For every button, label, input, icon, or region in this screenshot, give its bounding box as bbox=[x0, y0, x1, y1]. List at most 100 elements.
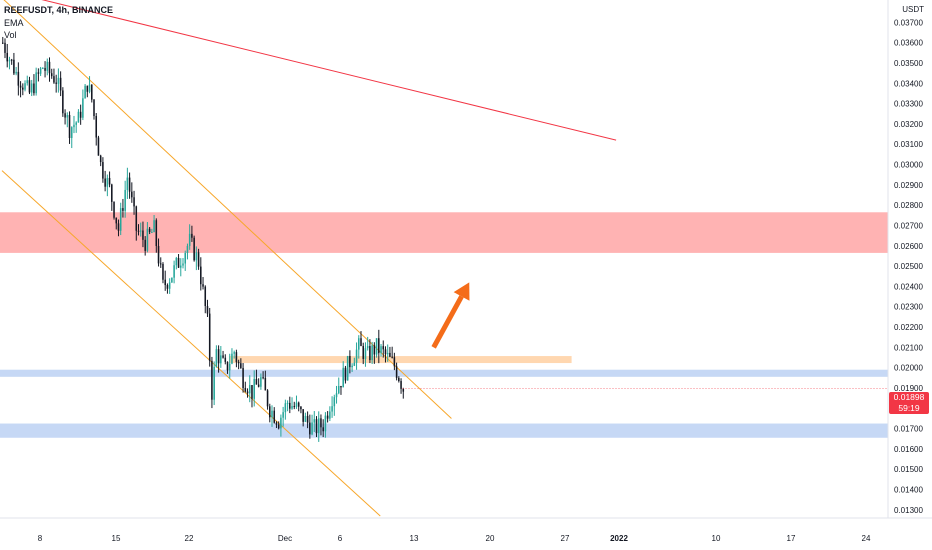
candle-body bbox=[206, 306, 209, 314]
ema-indicator-label[interactable]: EMA bbox=[4, 18, 24, 28]
candle-body bbox=[322, 427, 324, 432]
candle-body bbox=[233, 352, 235, 354]
candle-body bbox=[19, 85, 22, 88]
candle-body bbox=[362, 346, 365, 359]
candle-body bbox=[115, 217, 118, 224]
bar-countdown: 59:19 bbox=[898, 403, 920, 413]
candle-body bbox=[331, 406, 333, 412]
candle-body bbox=[197, 252, 200, 267]
candle-body bbox=[166, 285, 169, 289]
breakout-level bbox=[228, 356, 572, 364]
candle-body bbox=[184, 253, 187, 264]
candle-body bbox=[168, 282, 171, 289]
candle-body bbox=[240, 363, 242, 368]
x-tick-label: 6 bbox=[338, 534, 343, 543]
candle-body bbox=[226, 361, 229, 371]
y-tick-label: 0.02700 bbox=[894, 221, 923, 230]
candle-body bbox=[180, 265, 182, 268]
candle-body bbox=[378, 338, 380, 354]
y-tick-label: 0.02800 bbox=[894, 201, 923, 210]
long-term-resistance-line bbox=[41, 0, 617, 141]
resistance-zone bbox=[0, 212, 888, 253]
candle-body bbox=[402, 388, 405, 392]
candle-body bbox=[317, 418, 320, 434]
y-tick-label: 0.01500 bbox=[894, 465, 923, 474]
candle-body bbox=[15, 71, 17, 74]
candle-body bbox=[277, 424, 280, 429]
candle-body bbox=[117, 223, 120, 231]
candle-body bbox=[391, 356, 393, 358]
candle-body bbox=[253, 378, 255, 399]
candle-body bbox=[126, 177, 129, 190]
candle-body bbox=[28, 80, 31, 93]
candle-body bbox=[131, 191, 133, 198]
candle-body bbox=[137, 230, 140, 232]
candle-body bbox=[340, 386, 342, 388]
x-tick-label: 8 bbox=[38, 534, 43, 543]
candle-body bbox=[124, 189, 126, 211]
y-tick-label: 0.01300 bbox=[894, 506, 923, 515]
candle-body bbox=[273, 410, 276, 423]
y-tick-label: 0.01900 bbox=[894, 384, 923, 393]
candle-body bbox=[393, 357, 396, 367]
channel-upper-line bbox=[3, 0, 452, 419]
candle-body bbox=[395, 366, 398, 378]
candle-body bbox=[235, 352, 238, 362]
candle-body bbox=[271, 410, 273, 418]
candle-body bbox=[59, 77, 62, 91]
candle-body bbox=[231, 353, 233, 364]
candle-body bbox=[46, 61, 49, 71]
candle-body bbox=[242, 367, 244, 388]
candle-body bbox=[326, 415, 329, 419]
candle-body bbox=[358, 338, 360, 350]
candle-body bbox=[217, 349, 220, 364]
candle-body bbox=[93, 99, 95, 117]
candle-body bbox=[53, 76, 55, 83]
candle-body bbox=[191, 233, 193, 238]
candle-body bbox=[246, 391, 249, 394]
candle-body bbox=[382, 346, 385, 350]
candle-body bbox=[333, 397, 336, 407]
candle-body bbox=[228, 363, 231, 371]
candle-body bbox=[204, 286, 207, 307]
candle-body bbox=[155, 220, 158, 247]
candle-body bbox=[39, 68, 42, 74]
y-tick-label: 0.01700 bbox=[894, 425, 923, 434]
candle-body bbox=[349, 356, 351, 368]
candle-body bbox=[251, 385, 253, 399]
candle-body bbox=[173, 265, 175, 278]
candle-body bbox=[400, 381, 402, 389]
candle-body bbox=[289, 402, 291, 409]
vol-indicator-label[interactable]: Vol bbox=[4, 30, 17, 40]
candle-body bbox=[113, 201, 115, 218]
candle-body bbox=[257, 384, 260, 387]
x-tick-label: 10 bbox=[712, 534, 721, 543]
candle-body bbox=[351, 365, 353, 368]
y-tick-label: 0.02000 bbox=[894, 364, 923, 373]
candle-body bbox=[208, 313, 211, 361]
candle-body bbox=[286, 402, 289, 404]
candle-body bbox=[68, 115, 71, 138]
candle-body bbox=[398, 377, 400, 382]
y-tick-label: 0.03000 bbox=[894, 161, 923, 170]
candle-body bbox=[104, 178, 106, 187]
candle-body bbox=[37, 72, 40, 74]
candle-body bbox=[84, 85, 86, 99]
candle-body bbox=[6, 52, 9, 62]
candle-body bbox=[95, 116, 98, 138]
candle-body bbox=[57, 77, 60, 84]
support-zone bbox=[0, 423, 888, 438]
candle-body bbox=[13, 59, 15, 74]
x-tick-label: 17 bbox=[787, 534, 796, 543]
candle-body bbox=[75, 122, 77, 125]
candle-body bbox=[42, 68, 44, 70]
candle-body bbox=[146, 228, 149, 251]
candle-body bbox=[44, 68, 46, 71]
candle-body bbox=[157, 246, 160, 264]
candle-body bbox=[135, 206, 138, 231]
candle-body bbox=[342, 367, 344, 388]
candle-body bbox=[164, 279, 166, 286]
candle-body bbox=[171, 277, 173, 283]
candle-body bbox=[4, 42, 6, 53]
